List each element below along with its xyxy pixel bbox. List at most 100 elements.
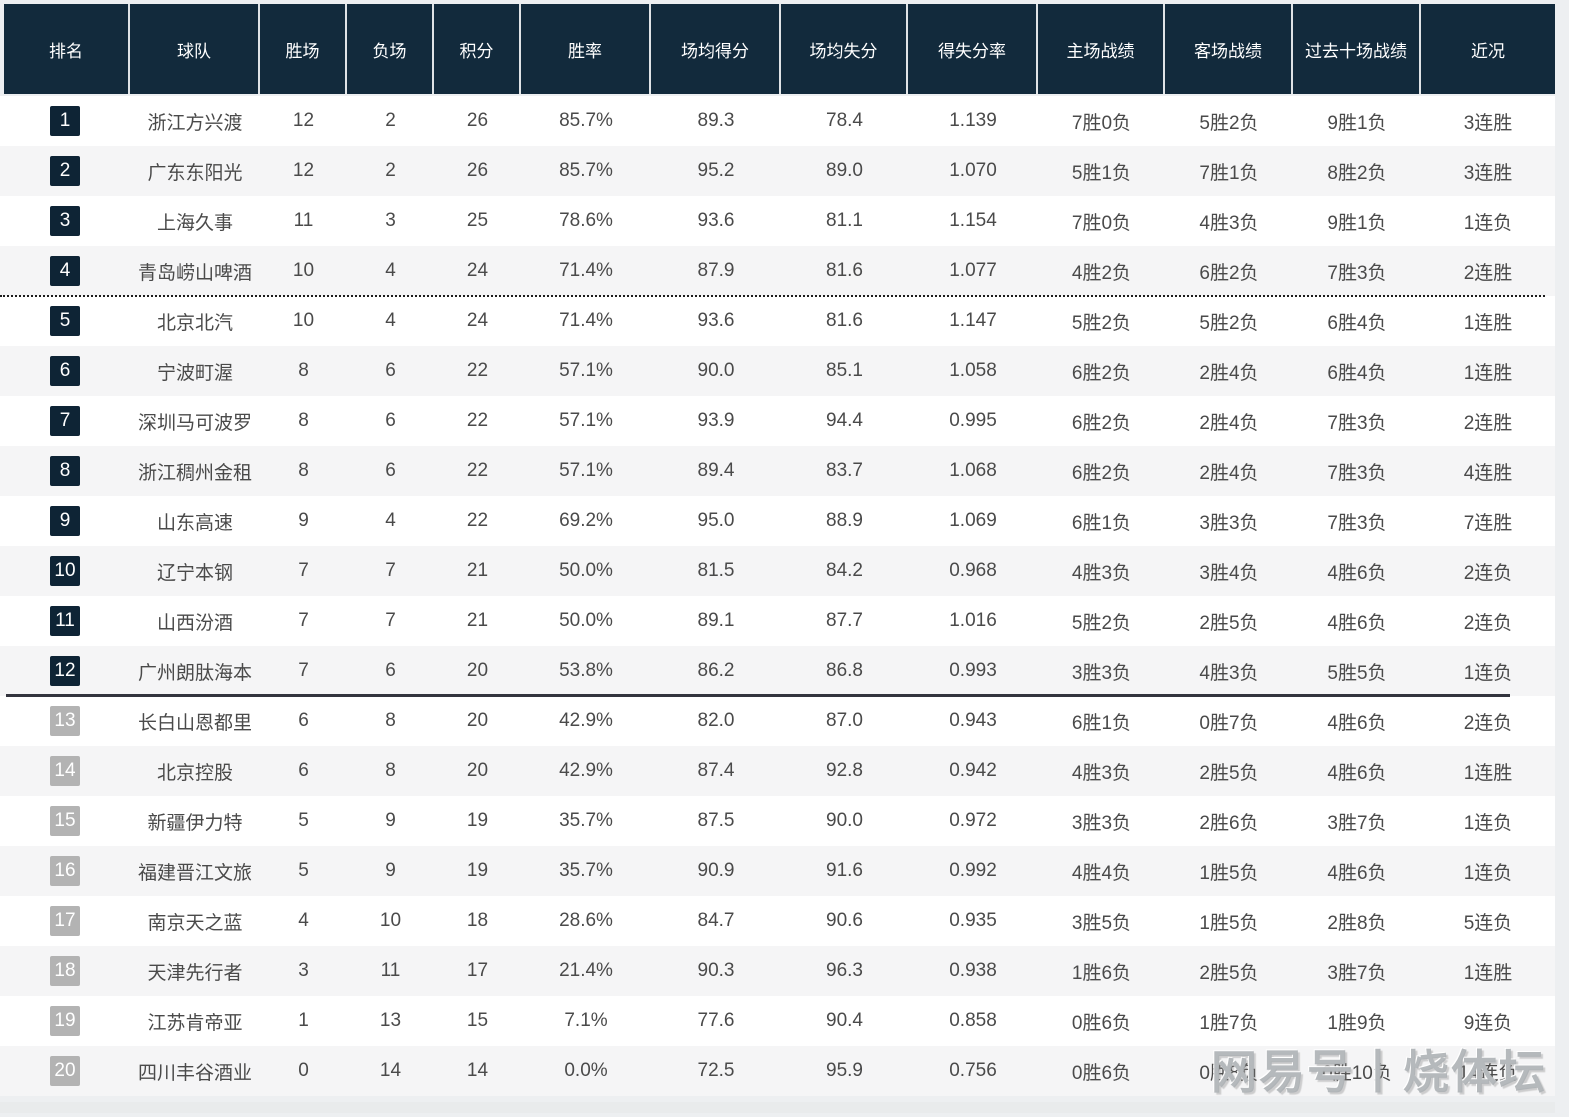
score-ratio-value: 1.139 [949, 110, 997, 131]
column-header: 近况 [1421, 4, 1555, 94]
win-pct-value: 71.4% [559, 310, 613, 331]
score-ratio-value: 0.995 [949, 410, 997, 431]
points-allowed-value: 86.8 [826, 660, 863, 681]
losses-value: 4 [385, 510, 396, 531]
points-per-game-value: 87.4 [697, 760, 735, 781]
points-allowed-value: 96.3 [826, 960, 863, 981]
wins-value: 8 [298, 410, 309, 431]
table-row: 2 广东东阳光 12 2 26 85.7% 95.2 89.0 1.070 5胜… [0, 146, 1555, 196]
wins-value: 6 [298, 760, 309, 781]
rank-badge: 6 [50, 356, 80, 386]
losses-value: 2 [385, 160, 396, 181]
wins-value: 7 [298, 560, 309, 581]
losses-value: 6 [385, 410, 396, 431]
wins-value: 10 [292, 260, 315, 281]
rank-badge: 12 [50, 656, 80, 686]
last10-record-value: 9胜1负 [1327, 112, 1387, 134]
streak-value: 2连负 [1463, 712, 1513, 734]
away-record-value: 1胜5负 [1199, 912, 1259, 934]
streak-value: 1连负 [1463, 862, 1513, 884]
rank-badge: 14 [50, 756, 80, 786]
last10-record-value: 0胜10负 [1322, 1062, 1392, 1084]
wins-value: 5 [298, 810, 309, 831]
points-allowed-value: 81.6 [826, 310, 863, 331]
points-value: 15 [466, 1010, 489, 1031]
wins-value: 3 [298, 960, 309, 981]
losses-value: 8 [385, 760, 396, 781]
points-per-game-value: 95.0 [697, 510, 735, 531]
team-name: 新疆伊力特 [147, 812, 243, 834]
last10-record-value: 7胜3负 [1327, 412, 1387, 434]
column-header: 胜率 [521, 4, 651, 94]
team-name: 浙江方兴渡 [147, 112, 243, 134]
score-ratio-value: 0.968 [949, 560, 997, 581]
rank-cell: 2 [0, 146, 130, 196]
rank-cell: 13 [0, 696, 130, 746]
last10-record-value: 3胜7负 [1327, 812, 1387, 834]
points-per-game-value: 90.9 [697, 860, 735, 881]
last10-record-value: 9胜1负 [1327, 212, 1387, 234]
streak-value: 2连负 [1463, 612, 1513, 634]
streak-value: 1连负 [1463, 812, 1513, 834]
column-header: 场均得分 [651, 4, 781, 94]
team-name: 福建晋江文旅 [137, 862, 252, 884]
home-record-value: 4胜3负 [1071, 562, 1132, 584]
last10-record-value: 3胜7负 [1327, 962, 1387, 984]
score-ratio-value: 1.058 [949, 360, 997, 381]
losses-value: 6 [385, 660, 396, 681]
home-record-value: 5胜1负 [1071, 162, 1132, 184]
column-header: 场均失分 [781, 4, 908, 94]
team-name: 北京北汽 [156, 312, 233, 334]
score-ratio-value: 0.943 [949, 710, 997, 731]
home-record-value: 6胜1负 [1071, 712, 1132, 734]
wins-value: 6 [298, 710, 309, 731]
wins-value: 5 [298, 860, 309, 881]
losses-value: 14 [379, 1060, 402, 1081]
away-record-value: 4胜3负 [1199, 212, 1259, 234]
rank-badge: 9 [50, 506, 80, 536]
streak-value: 3连胜 [1463, 162, 1513, 184]
points-per-game-value: 81.5 [697, 560, 735, 581]
win-pct-value: 35.7% [559, 810, 613, 831]
points-allowed-value: 84.2 [826, 560, 863, 581]
streak-value: 2连负 [1463, 562, 1513, 584]
away-record-value: 2胜4负 [1199, 412, 1259, 434]
points-value: 20 [466, 760, 489, 781]
points-per-game-value: 90.0 [697, 360, 735, 381]
column-header: 客场战绩 [1165, 4, 1293, 94]
streak-value: 1连负 [1463, 662, 1513, 684]
score-ratio-value: 1.069 [949, 510, 997, 531]
win-pct-value: 85.7% [559, 110, 613, 131]
away-record-value: 2胜5负 [1199, 962, 1259, 984]
table-body: 1 浙江方兴渡 12 2 26 85.7% 89.3 78.4 1.139 7胜… [0, 96, 1555, 1096]
score-ratio-value: 1.147 [949, 310, 997, 331]
losses-value: 9 [385, 810, 396, 831]
streak-value: 2连胜 [1463, 262, 1513, 284]
points-value: 22 [466, 410, 489, 431]
column-header: 主场战绩 [1038, 4, 1165, 94]
home-record-value: 4胜3负 [1071, 762, 1132, 784]
rank-badge: 15 [50, 806, 80, 836]
table-row: 13 长白山恩都里 6 8 20 42.9% 82.0 87.0 0.943 6… [0, 696, 1555, 746]
points-per-game-value: 82.0 [697, 710, 735, 731]
table-row: 20 四川丰谷酒业 0 14 14 0.0% 72.5 95.9 0.756 0… [0, 1046, 1555, 1096]
points-allowed-value: 87.0 [826, 710, 863, 731]
losses-value: 7 [385, 610, 396, 631]
solid-separator [6, 694, 1510, 697]
home-record-value: 3胜3负 [1071, 662, 1132, 684]
win-pct-value: 57.1% [559, 360, 613, 381]
away-record-value: 3胜3负 [1199, 512, 1259, 534]
table-row: 4 青岛崂山啤酒 10 4 24 71.4% 87.9 81.6 1.077 4… [0, 246, 1555, 297]
column-header: 积分 [434, 4, 521, 94]
column-header: 球队 [130, 4, 260, 94]
team-name: 天津先行者 [147, 962, 243, 984]
rank-cell: 4 [0, 246, 130, 296]
rank-cell: 8 [0, 446, 130, 496]
table-row: 6 宁波町渥 8 6 22 57.1% 90.0 85.1 1.058 6胜2负… [0, 346, 1555, 396]
points-allowed-value: 90.0 [826, 810, 863, 831]
win-pct-value: 71.4% [559, 260, 613, 281]
streak-value: 7连胜 [1463, 512, 1513, 534]
losses-value: 13 [379, 1010, 402, 1031]
rank-badge: 18 [50, 956, 80, 986]
table-row: 8 浙江稠州金租 8 6 22 57.1% 89.4 83.7 1.068 6胜… [0, 446, 1555, 496]
